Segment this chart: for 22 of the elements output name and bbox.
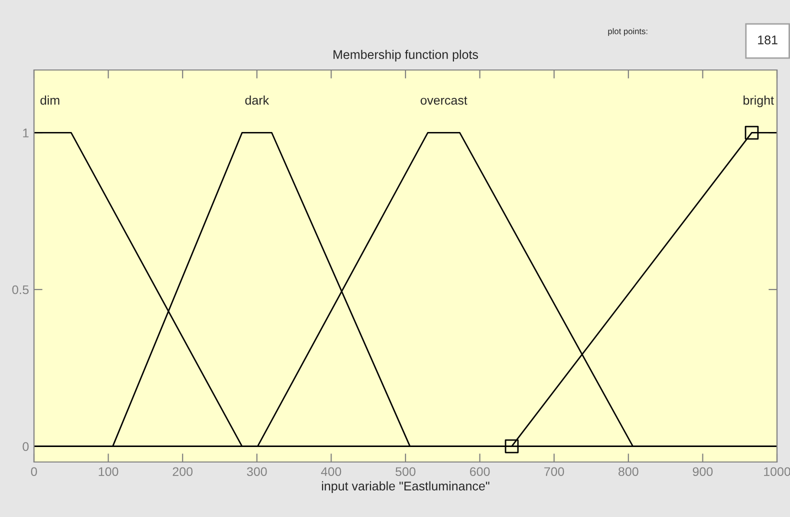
y-tick-label: 0.5 <box>12 285 29 294</box>
text: 181 <box>758 36 778 44</box>
y-tick-label: 0 <box>22 442 29 451</box>
x-tick-label: 700 <box>544 467 564 476</box>
chart-title: Membership function plots <box>334 50 478 62</box>
text: bright <box>744 96 774 108</box>
x-axis-title: input variable "Eastluminance" <box>322 481 490 493</box>
x-tick-label: 400 <box>321 467 342 476</box>
x-tick-label: 500 <box>396 467 416 476</box>
x-tick-label: 300 <box>246 467 267 476</box>
x-tick-label: 900 <box>692 467 713 476</box>
x-tick-label: 800 <box>618 467 638 476</box>
text: dark <box>245 96 270 105</box>
x-tick-label: 200 <box>172 467 193 476</box>
text: overcast <box>420 96 468 105</box>
x-tick-label: 1000 <box>764 467 790 476</box>
x-tick-label: 100 <box>98 467 118 476</box>
text: dim <box>40 96 60 105</box>
y-tick-label: 1 <box>23 128 29 138</box>
x-tick-label: 600 <box>470 467 490 476</box>
x-tick-label: 0 <box>31 467 37 476</box>
text: plot points: <box>608 28 648 36</box>
